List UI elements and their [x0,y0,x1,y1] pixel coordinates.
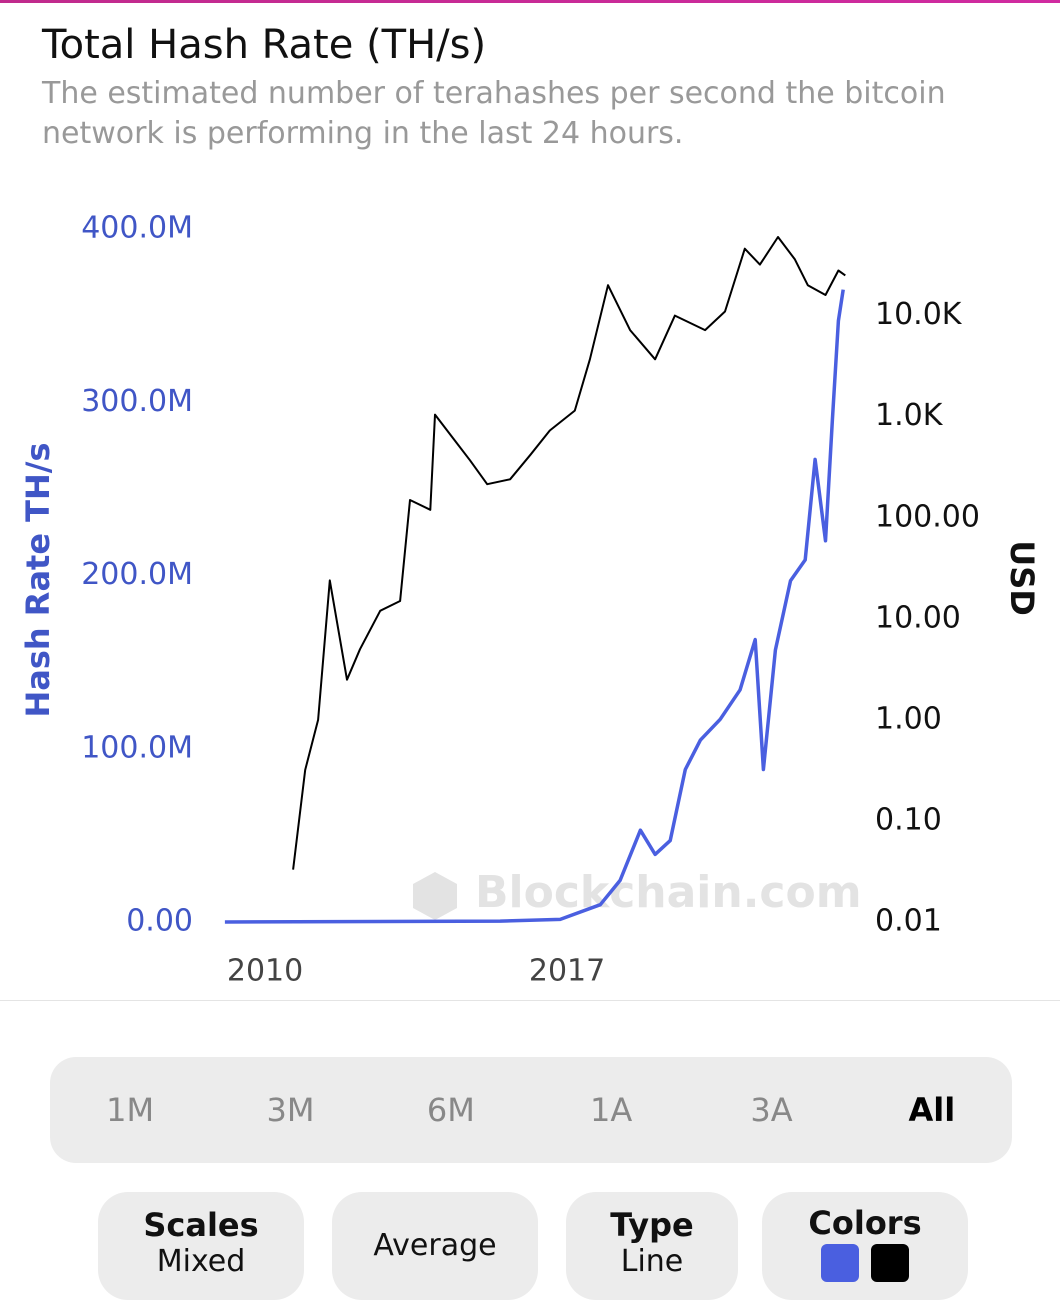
y2-tick-label: 1.0K [875,398,944,433]
range-button[interactable]: 1M [106,1091,155,1129]
subtitle: The estimated number of terahashes per s… [42,76,946,151]
color-swatch[interactable] [871,1244,909,1282]
option-title: Colors [808,1204,922,1242]
x-tick-label: 2017 [529,954,605,989]
y2-tick-label: 0.01 [875,904,942,939]
y2-tick-label: 1.00 [875,701,942,736]
title: Total Hash Rate (TH/s) [42,22,487,68]
range-button[interactable]: All [908,1091,956,1129]
option-value: Line [620,1244,684,1279]
y-axis-label: Hash Rate TH/s [19,442,57,717]
y-tick-label: 200.0M [81,557,193,592]
range-selector: 1M 3M 6M 1A 3A All [50,1057,1012,1163]
series-line [292,236,846,870]
color-swatch[interactable] [821,1244,859,1282]
scales-button[interactable]: Scales Mixed [98,1192,304,1300]
y2-tick-label: 0.10 [875,802,942,837]
y2-tick-label: 10.0K [875,297,963,332]
colors-button[interactable]: Colors [762,1192,968,1300]
option-title: Type [610,1206,694,1244]
option-value: Mixed [156,1244,246,1279]
type-button[interactable]: Type Line [566,1192,738,1300]
x-tick-label: 2010 [227,954,303,989]
y2-tick-label: 10.00 [875,600,961,635]
range-button[interactable]: 6M [426,1091,475,1129]
top-bar [0,0,1060,3]
average-button[interactable]: Average [332,1192,538,1300]
range-button[interactable]: 1A [590,1091,633,1129]
y2-tick-label: 100.00 [875,499,980,534]
y-tick-label: 0.00 [126,904,193,939]
range-button[interactable]: 3A [750,1091,793,1129]
watermark-icon [413,872,457,920]
y-tick-label: 400.0M [81,211,193,246]
swatches [762,1242,968,1288]
y2-axis-label: USD [1003,540,1041,616]
watermark: Blockchain.com [475,867,862,918]
chart: Blockchain.com 0.00 100.0M 200.0M 300.0M 400.… [19,211,1041,989]
series-line [224,289,845,924]
y-tick-label: 300.0M [81,384,193,419]
option-title: Scales [143,1206,259,1244]
option-title: Average [373,1228,497,1263]
y-tick-label: 100.0M [81,730,193,765]
range-button[interactable]: 3M [266,1091,315,1129]
divider [0,1000,1060,1001]
